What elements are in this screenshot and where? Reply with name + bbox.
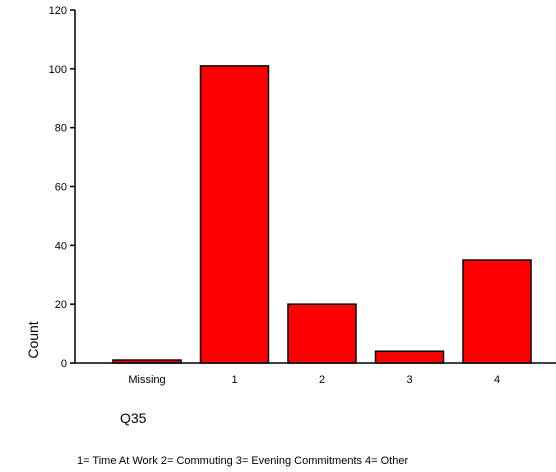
category-legend-note: 1= Time At Work 2= Commuting 3= Evening …: [77, 455, 409, 467]
x-tick-label: 2: [319, 374, 325, 386]
bar-chart: Count 0 20 40 60 80 100 120 Missing 1 2 3 4: [25, 5, 556, 386]
x-tick-label: 1: [231, 374, 237, 386]
x-tick-label: 4: [494, 374, 500, 386]
y-tick-label: 40: [55, 240, 67, 252]
y-tick-label: 80: [55, 123, 67, 135]
y-axis-label: Count: [25, 321, 41, 358]
y-tick-label: 60: [55, 182, 67, 194]
bar-4: [462, 259, 532, 364]
x-axis-label: Q35: [120, 410, 147, 426]
y-tick-label: 100: [49, 64, 67, 76]
bar-2: [287, 303, 357, 364]
x-axis: Missing 1 2 3 4: [75, 362, 556, 386]
bar-1: [199, 65, 270, 364]
x-tick-label: 3: [406, 374, 412, 386]
bar-missing: [112, 359, 182, 364]
y-tick-label: 120: [49, 5, 67, 17]
x-tick-label: Missing: [128, 374, 165, 386]
bar-3: [374, 350, 445, 364]
bars: [112, 65, 532, 364]
y-tick-label: 0: [61, 358, 67, 370]
y-tick-label: 20: [55, 299, 67, 311]
y-axis: 0 20 40 60 80 100 120: [49, 5, 76, 370]
